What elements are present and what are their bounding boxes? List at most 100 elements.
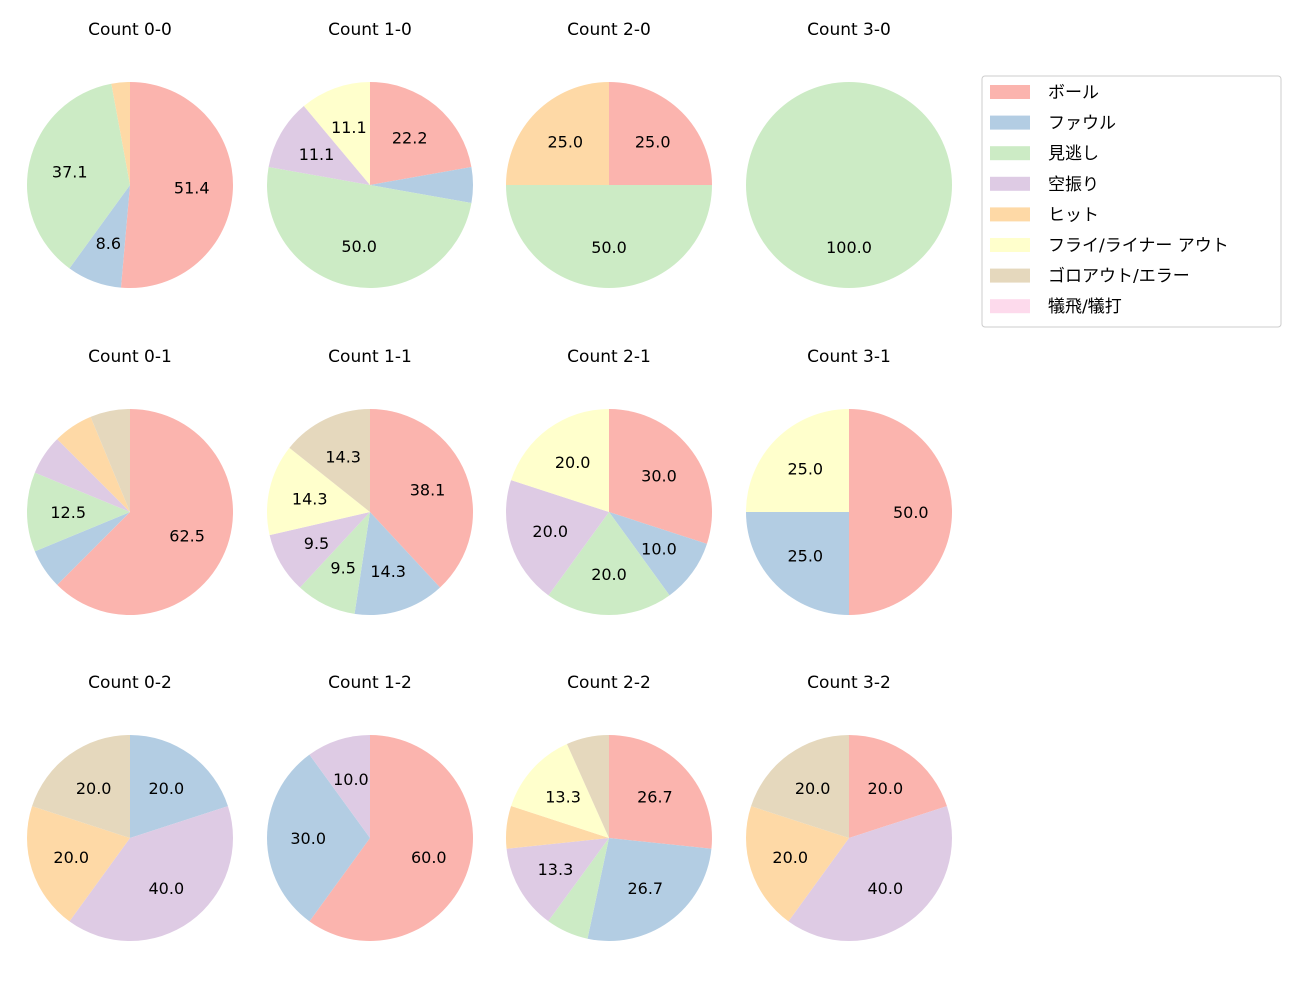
slice-label: 50.0: [591, 238, 627, 257]
slice-label: 10.0: [641, 539, 677, 558]
pie-slice-6: [751, 735, 849, 838]
pie-slice-2: [299, 512, 370, 614]
pie-slice-5: [746, 409, 849, 512]
pie-slice-1: [370, 166, 473, 204]
slice-label: 60.0: [411, 848, 447, 867]
slice-label: 14.3: [292, 489, 328, 508]
pie-title: Count 2-0: [567, 20, 651, 40]
legend-frame: [981, 75, 1282, 328]
legend-label: ファウル: [1048, 114, 1116, 134]
pie-slice-0: [309, 735, 473, 941]
slice-label: 22.2: [392, 129, 428, 148]
slice-label: 11.1: [331, 118, 367, 137]
slice-label: 9.5: [330, 559, 355, 578]
pie-slice-6: [32, 735, 130, 838]
pie-title: Count 3-2: [807, 673, 891, 693]
pie-slice-6: [289, 409, 370, 512]
pie-count-2-1: Count 2-1 30.0 10.0 20.0 20.0 20.0: [506, 347, 712, 615]
pie-slice-3: [506, 838, 609, 922]
pie-count-3-0: Count 3-0 100.0: [746, 20, 952, 288]
pie-slice-6: [566, 735, 609, 838]
pie-slice-1: [609, 512, 707, 596]
pie-slice-3: [506, 480, 609, 596]
pie-slice-1: [267, 754, 370, 922]
legend-label: ゴロアウト/エラー: [1048, 266, 1190, 287]
slice-label: 62.5: [169, 527, 205, 546]
pie-slice-1: [746, 512, 849, 615]
pie-slice-1: [587, 838, 712, 942]
pie-slice-2: [746, 82, 952, 288]
slice-label: 25.0: [547, 132, 583, 151]
pie-slice-1: [130, 735, 228, 838]
slice-label: 40.0: [868, 879, 904, 898]
pie-slice-0: [849, 409, 952, 615]
slice-label: 20.0: [76, 779, 112, 798]
slice-label: 25.0: [635, 132, 671, 151]
pie-title: Count 2-2: [567, 673, 651, 693]
pie-slice-0: [609, 735, 712, 849]
pie-slice-4: [506, 806, 609, 849]
pie-title: Count 3-0: [807, 20, 891, 40]
pie-slice-3: [269, 512, 370, 588]
pie-count-2-2: Count 2-2 26.7 26.7 13.3 13.3: [506, 673, 712, 942]
legend-label: ボール: [1048, 83, 1099, 103]
pie-slice-0: [370, 409, 474, 588]
pie-slice-3: [268, 106, 370, 185]
slice-label: 20.0: [532, 522, 568, 541]
pie-slice-4: [746, 806, 849, 922]
slice-label: 20.0: [555, 453, 591, 472]
legend-swatch: [990, 146, 1030, 161]
pie-slice-1: [34, 512, 130, 585]
pie-title: Count 1-1: [328, 347, 412, 367]
pie-slice-0: [57, 409, 234, 615]
slice-label: 14.3: [370, 562, 406, 581]
pie-slice-5: [511, 743, 609, 838]
slice-label: 20.0: [53, 848, 89, 867]
slice-label: 20.0: [149, 779, 185, 798]
pie-title: Count 0-1: [88, 347, 172, 367]
slice-label: 30.0: [290, 829, 326, 848]
pie-title: Count 1-0: [328, 20, 412, 40]
slice-label: 20.0: [868, 779, 904, 798]
pie-slice-4: [57, 416, 131, 512]
pie-slice-0: [609, 409, 712, 544]
slice-label: 10.0: [333, 770, 369, 789]
pie-slice-2: [548, 512, 670, 615]
pie-slice-2: [27, 472, 130, 552]
pie-slice-0: [370, 82, 472, 185]
legend-swatch: [990, 299, 1030, 314]
pie-slice-1: [69, 185, 130, 288]
pie-count-0-0: Count 0-0 51.4 8.6 37.1: [27, 20, 233, 288]
pie-slice-3: [69, 806, 233, 941]
pie-slice-5: [267, 447, 370, 536]
slice-label: 30.0: [641, 467, 677, 486]
pie-count-2-0: Count 2-0 25.0 50.0 25.0: [506, 20, 712, 288]
slice-label: 26.7: [637, 788, 673, 807]
slice-label: 40.0: [149, 879, 185, 898]
legend-swatch: [990, 115, 1030, 130]
slice-label: 50.0: [341, 237, 377, 256]
legend-swatch: [990, 238, 1030, 252]
slice-label: 37.1: [52, 162, 88, 181]
pie-count-3-2: Count 3-2 20.0 40.0 20.0 20.0: [746, 673, 952, 941]
pie-count-0-2: Count 0-2 20.0 40.0 20.0 20.0: [26, 673, 233, 941]
slice-label: 13.3: [545, 788, 581, 807]
slice-label: 9.5: [304, 534, 329, 553]
legend-swatch: [990, 207, 1030, 222]
pie-slice-4: [506, 82, 609, 185]
pie-title: Count 0-2: [88, 673, 172, 693]
slice-label: 20.0: [591, 565, 627, 584]
slice-label: 12.5: [50, 503, 86, 522]
pie-slice-5: [511, 409, 609, 512]
slice-label: 25.0: [787, 547, 823, 566]
legend-label: フライ/ライナー アウト: [1048, 236, 1229, 256]
slice-label: 13.3: [538, 860, 574, 879]
pie-slice-2: [27, 83, 130, 269]
slice-label: 8.6: [96, 234, 121, 253]
pie-count-1-0: Count 1-0 22.2 50.0 11.1 11.1: [267, 20, 473, 289]
pie-slice-3: [788, 806, 952, 941]
pie-slice-0: [849, 735, 947, 838]
pie-slice-4: [111, 82, 130, 185]
